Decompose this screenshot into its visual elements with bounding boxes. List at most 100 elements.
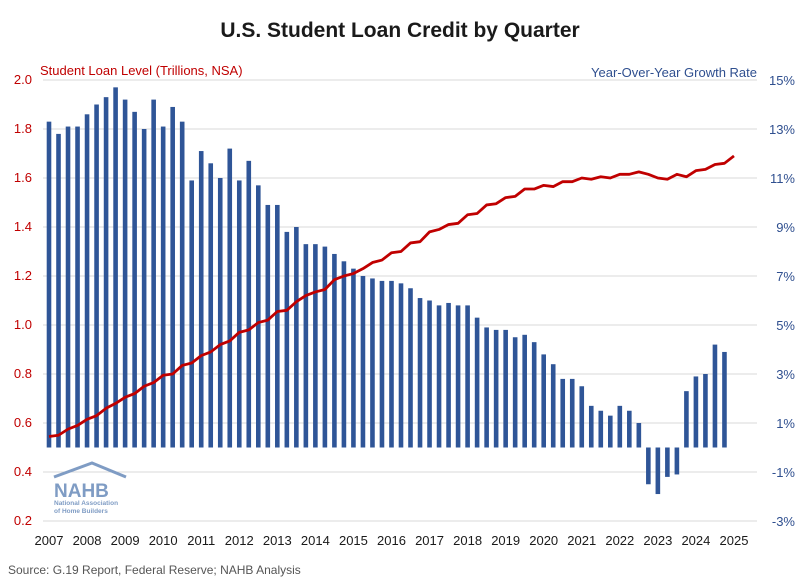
right-tick-label: 13% (769, 122, 795, 137)
growth-bar (84, 114, 90, 448)
left-tick-label: 1.8 (14, 121, 32, 136)
right-axis-ticks: -3% -1% 1% 3% 5% 7% 9% 11% 13% 15% (769, 73, 795, 529)
growth-bar (246, 160, 252, 448)
growth-bar (208, 163, 214, 448)
growth-bar (474, 317, 480, 448)
x-tick-label: 2017 (415, 533, 444, 548)
growth-bar (617, 405, 623, 448)
right-tick-label: 5% (776, 318, 795, 333)
growth-bar (550, 364, 556, 448)
growth-bar (322, 246, 328, 448)
x-tick-label: 2024 (681, 533, 710, 548)
growth-bar (103, 97, 109, 448)
growth-bar (636, 423, 642, 448)
x-tick-label: 2021 (567, 533, 596, 548)
growth-bar (65, 126, 71, 448)
x-tick-label: 2010 (149, 533, 178, 548)
left-tick-label: 0.2 (14, 513, 32, 528)
growth-bar (598, 410, 604, 448)
growth-bar (541, 354, 546, 448)
right-tick-label: -1% (772, 465, 796, 480)
growth-bar (179, 121, 185, 448)
growth-bar (503, 329, 508, 448)
left-tick-label: 1.2 (14, 268, 32, 283)
growth-bar (703, 374, 708, 448)
x-axis-ticks: 2007 2008 2009 2010 2011 2012 2013 2014 2015 2016… (35, 533, 749, 548)
left-tick-label: 1.0 (14, 317, 32, 332)
x-tick-label: 2018 (453, 533, 482, 548)
growth-bar (588, 405, 594, 448)
growth-bar (398, 283, 404, 448)
growth-bar (132, 111, 137, 448)
x-tick-label: 2015 (339, 533, 368, 548)
growth-bar (236, 180, 242, 448)
growth-bar (579, 386, 585, 448)
growth-bar (522, 334, 527, 448)
left-axis-label: Student Loan Level (Trillions, NSA) (40, 63, 243, 78)
growth-bar (313, 244, 318, 448)
growth-bar (94, 104, 99, 448)
growth-bar (75, 126, 80, 448)
x-tick-label: 2020 (529, 533, 558, 548)
left-tick-label: 1.6 (14, 170, 32, 185)
x-tick-label: 2014 (301, 533, 330, 548)
growth-bar (275, 204, 280, 448)
growth-bar (484, 327, 489, 448)
growth-bar (389, 280, 394, 448)
growth-bar (512, 337, 518, 448)
growth-bar (379, 280, 385, 448)
nahb-logo: NAHB National Association of Home Builde… (53, 461, 127, 515)
right-tick-label: 15% (769, 73, 795, 88)
left-tick-label: 1.4 (14, 219, 32, 234)
x-tick-label: 2022 (605, 533, 634, 548)
growth-bar (160, 126, 166, 448)
growth-bar (712, 344, 718, 448)
growth-bar (646, 447, 651, 485)
growth-bar (627, 410, 632, 448)
growth-bar (569, 378, 575, 448)
x-tick-label: 2025 (720, 533, 749, 548)
growth-bar (436, 305, 442, 448)
x-tick-label: 2023 (643, 533, 672, 548)
growth-bar (722, 351, 727, 448)
growth-bar (151, 99, 156, 448)
right-tick-label: 11% (770, 171, 795, 186)
growth-bar (294, 227, 299, 448)
right-axis-label: Year-Over-Year Growth Rate (591, 65, 757, 80)
x-tick-label: 2019 (491, 533, 520, 548)
growth-bar (141, 129, 147, 448)
growth-bar (303, 244, 309, 448)
logo-line-2: of Home Builders (54, 508, 108, 515)
growth-bar (56, 133, 61, 448)
growth-bar (113, 87, 118, 448)
growth-bar (493, 329, 499, 448)
left-tick-label: 0.4 (14, 464, 32, 479)
growth-bar (465, 305, 470, 448)
x-tick-label: 2008 (73, 533, 102, 548)
growth-bar (189, 180, 194, 448)
growth-bar (655, 447, 661, 495)
growth-bar (665, 447, 670, 477)
growth-bar (427, 300, 432, 448)
right-tick-label: -3% (772, 514, 796, 529)
growth-bar (265, 204, 271, 448)
right-tick-label: 3% (776, 367, 795, 382)
growth-bar (531, 342, 537, 448)
x-tick-label: 2011 (187, 533, 215, 548)
logo-name: NAHB (54, 481, 109, 502)
growth-bar (122, 99, 128, 448)
growth-bar (693, 376, 699, 448)
growth-bar (256, 185, 261, 448)
x-tick-label: 2007 (35, 533, 64, 548)
logo-line-1: National Association (54, 500, 118, 507)
growth-bar (284, 231, 290, 448)
growth-bar (608, 415, 613, 448)
growth-bar (684, 391, 689, 448)
growth-bar (170, 106, 175, 448)
growth-bar (360, 276, 366, 448)
growth-bar (674, 447, 680, 475)
growth-bar (351, 268, 356, 448)
right-tick-label: 7% (776, 269, 795, 284)
right-tick-label: 9% (776, 220, 795, 235)
